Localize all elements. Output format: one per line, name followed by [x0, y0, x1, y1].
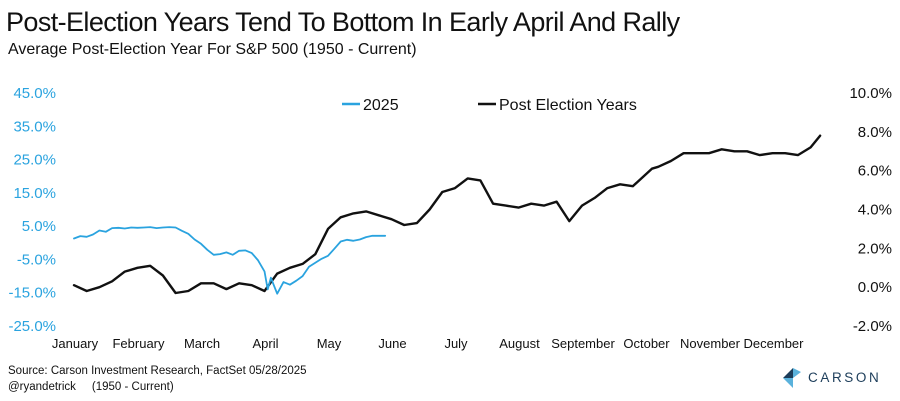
x-axis-tick-label: May: [317, 336, 342, 351]
legend-label-post-election-years: Post Election Years: [499, 97, 637, 114]
chart-legend: 2025 Post Election Years: [342, 97, 637, 114]
brand-logo: CARSON: [781, 364, 893, 392]
right-axis-tick-label: 0.0%: [858, 279, 892, 296]
right-axis-tick-label: 4.0%: [858, 202, 892, 219]
x-axis-tick-label: November: [680, 336, 741, 351]
right-axis: 10.0% 8.0% 6.0% 4.0% 2.0% 0.0% -2.0%: [849, 85, 892, 335]
left-axis-tick-label: -5.0%: [17, 251, 56, 268]
right-axis-tick-label: 10.0%: [849, 85, 892, 102]
x-axis: January February March April May June July Augu…: [52, 336, 804, 351]
right-axis-tick-label: 2.0%: [858, 240, 892, 257]
brand-name: CARSON: [808, 370, 882, 385]
chart-subtitle: Average Post-Election Year For S&P 500 (…: [8, 41, 417, 58]
x-axis-tick-label: August: [499, 336, 540, 351]
series-line-2025: [73, 226, 387, 295]
carson-logo-icon: [783, 368, 801, 388]
x-axis-tick-label: October: [623, 336, 670, 351]
source-note: Source: Carson Investment Research, Fact…: [8, 365, 307, 377]
right-axis-tick-label: -2.0%: [853, 318, 892, 335]
x-axis-tick-label: February: [112, 336, 165, 351]
x-axis-tick-label: June: [378, 336, 406, 351]
left-axis-tick-label: 45.0%: [13, 85, 56, 102]
x-axis-tick-label: December: [744, 336, 805, 351]
legend-label-2025: 2025: [363, 97, 399, 114]
chart-title: Post-Election Years Tend To Bottom In Ea…: [6, 7, 680, 37]
right-axis-tick-label: 8.0%: [858, 124, 892, 141]
left-axis: 45.0% 35.0% 25.0% 15.0% 5.0% -5.0% -15.0% -25.0…: [8, 85, 56, 335]
author-handle: @ryandetrick (1950 - Current): [8, 381, 174, 393]
left-axis-tick-label: -15.0%: [8, 285, 56, 302]
x-axis-tick-label: April: [252, 336, 278, 351]
left-axis-tick-label: 5.0%: [22, 218, 56, 235]
series-layer: [72, 134, 822, 295]
x-axis-tick-label: March: [184, 336, 220, 351]
x-axis-tick-label: July: [444, 336, 468, 351]
x-axis-tick-label: September: [551, 336, 615, 351]
left-axis-tick-label: 35.0%: [13, 118, 56, 135]
left-axis-tick-label: 25.0%: [13, 152, 56, 169]
left-axis-tick-label: 15.0%: [13, 185, 56, 202]
right-axis-tick-label: 6.0%: [858, 163, 892, 180]
x-axis-tick-label: January: [52, 336, 99, 351]
series-line-post-election-years: [72, 134, 822, 295]
left-axis-tick-label: -25.0%: [8, 318, 56, 335]
